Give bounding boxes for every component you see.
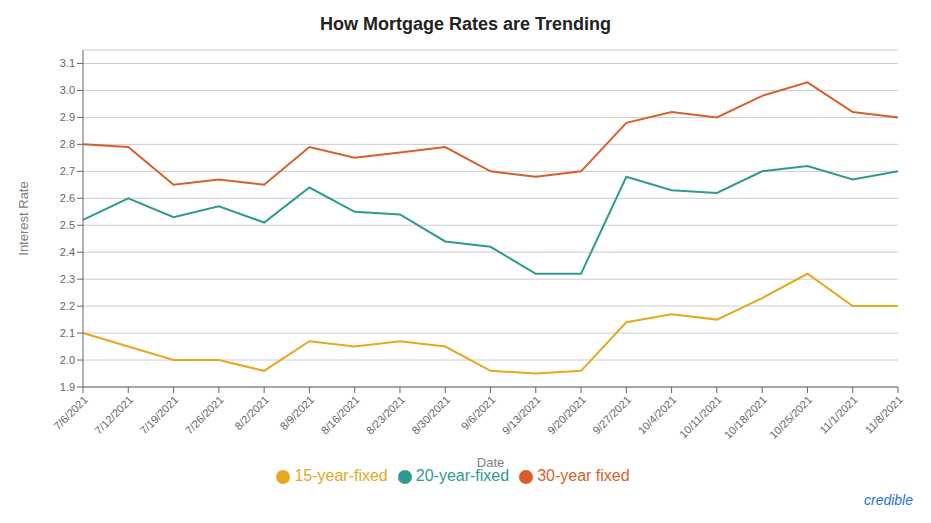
html-text:15-year-fixed: 15-year-fixed [294,467,388,484]
svg-text:3.1: 3.1 [60,57,75,69]
svg-text:7/26/2021: 7/26/2021 [183,393,226,436]
svg-text:8/16/2021: 8/16/2021 [319,393,362,436]
svg-text:7/19/2021: 7/19/2021 [137,393,180,436]
svg-text:2.6: 2.6 [60,192,75,204]
html-text:30-year fixed: 30-year fixed [537,467,630,484]
svg-text:2.9: 2.9 [60,111,75,123]
svg-text:7/12/2021: 7/12/2021 [92,393,135,436]
svg-text:1.9: 1.9 [60,381,75,393]
svg-text:3.0: 3.0 [60,84,75,96]
svg-text:9/6/2021: 9/6/2021 [459,393,498,432]
svg-text:10/4/2021: 10/4/2021 [635,393,678,436]
svg-text:2.3: 2.3 [60,273,75,285]
svg-text:10/18/2021: 10/18/2021 [722,393,769,440]
svg-text:11/8/2021: 11/8/2021 [862,393,905,436]
svg-text:11/1/2021: 11/1/2021 [817,393,860,436]
svg-text:9/27/2021: 9/27/2021 [590,393,633,436]
svg-text:8/9/2021: 8/9/2021 [278,393,317,432]
svg-text:10/11/2021: 10/11/2021 [677,393,724,440]
svg-text:2.1: 2.1 [60,327,75,339]
svg-text:Date: Date [477,455,504,470]
svg-text:8/23/2021: 8/23/2021 [364,393,407,436]
svg-text:8/30/2021: 8/30/2021 [409,393,452,436]
html-text:20-year-fixed: 20-year-fixed [415,467,510,484]
svg-text:9/20/2021: 9/20/2021 [545,393,588,436]
svg-text:Interest Rate: Interest Rate [16,181,31,255]
svg-text:8/2/2021: 8/2/2021 [232,393,271,432]
html-text:credible: credible [864,492,913,508]
svg-text:2.8: 2.8 [60,138,75,150]
svg-text:2.0: 2.0 [60,354,75,366]
svg-text:2.2: 2.2 [60,300,75,312]
svg-text:2.7: 2.7 [60,165,75,177]
svg-text:2.4: 2.4 [60,246,75,258]
svg-text:7/6/2021: 7/6/2021 [51,393,90,432]
svg-text:10/25/2021: 10/25/2021 [767,393,814,440]
svg-text:9/13/2021: 9/13/2021 [500,393,543,436]
html-text:How Mortgage Rates are Trendin: How Mortgage Rates are Trending [320,14,611,34]
svg-text:2.5: 2.5 [60,219,75,231]
